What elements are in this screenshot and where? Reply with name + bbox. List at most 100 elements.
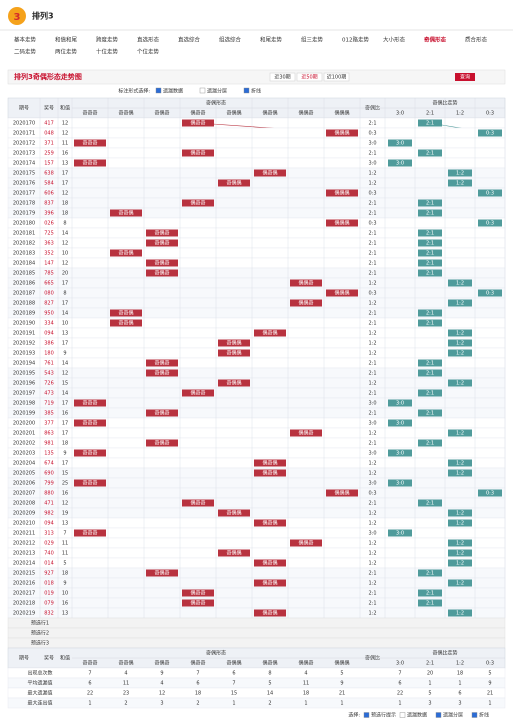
number-cell: 863 <box>44 431 54 437</box>
ratio-hit-label: 3:0 <box>396 161 404 167</box>
checkbox[interactable] <box>155 87 162 94</box>
form-hit <box>326 289 358 297</box>
ratio-hit <box>418 409 442 417</box>
issue-cell: 2020193 <box>13 351 35 357</box>
option-label[interactable]: 遗漏数据 <box>163 88 183 95</box>
period-button-label[interactable]: 近30期 <box>274 74 290 81</box>
ratio-cell: 2:1 <box>368 501 376 507</box>
sum-cell: 25 <box>62 481 68 487</box>
form-hit <box>290 279 322 287</box>
checkbox[interactable] <box>363 712 370 718</box>
nav-tab[interactable]: 和尾走势 <box>260 36 283 44</box>
number-cell: 950 <box>44 311 54 317</box>
checkbox[interactable] <box>199 87 206 94</box>
form-header: 奇偶奇 <box>154 660 169 667</box>
header-cell: 奇偶比走势 <box>432 650 457 657</box>
checkbox[interactable] <box>243 87 250 94</box>
nav-tab[interactable]: 组三走势 <box>301 36 324 44</box>
form-hit-label: 奇奇奇 <box>82 530 97 537</box>
period-button[interactable] <box>269 72 296 82</box>
ratio-cell: 3:0 <box>368 141 376 147</box>
number-cell: 785 <box>44 271 54 277</box>
form-hit-label: 奇偶偶 <box>226 340 241 347</box>
ratio-cell: 1:2 <box>368 521 376 527</box>
form-header: 偶偶偶 <box>334 660 349 667</box>
ratio-hit <box>448 169 472 177</box>
nav-tab[interactable]: 直选综合 <box>178 36 201 44</box>
period-button-label[interactable]: 近100期 <box>327 74 347 81</box>
nav-tab[interactable]: 012路走势 <box>342 36 369 44</box>
nav-tab[interactable]: 大小形态 <box>383 36 406 44</box>
ratio-hit <box>388 419 412 427</box>
nav-tab[interactable]: 跨度走势 <box>96 36 119 44</box>
sum-cell: 16 <box>62 151 68 157</box>
form-hit <box>218 509 250 517</box>
form-hit <box>74 479 106 487</box>
footer-option[interactable]: 遗漏分层 <box>443 712 463 719</box>
issue-cell: 2020200 <box>13 421 35 427</box>
ratio-hit-label: 1:2 <box>456 581 464 587</box>
ratio-hit-label: 2:1 <box>426 361 434 367</box>
ratio-cell: 3:0 <box>368 451 376 457</box>
number-cell: 799 <box>44 481 54 487</box>
nav-tab[interactable]: 二码走势 <box>14 48 37 56</box>
number-cell: 725 <box>44 231 54 237</box>
footer-option[interactable]: 遗漏数据 <box>407 712 427 719</box>
issue-cell: 2020202 <box>13 441 35 447</box>
form-hit-label: 奇偶奇 <box>154 370 169 377</box>
period-button[interactable] <box>323 72 350 82</box>
form-hit-label: 奇偶偶 <box>226 510 241 517</box>
nav-tab[interactable]: 奇偶形态 <box>424 36 447 44</box>
pred-row <box>7 627 506 639</box>
checkbox[interactable] <box>435 712 442 718</box>
ratio-hit-label: 1:2 <box>456 181 464 187</box>
nav-tab[interactable]: 质合形态 <box>465 36 488 44</box>
nav-tab[interactable]: 直选形态 <box>137 36 160 44</box>
checkbox[interactable] <box>471 712 478 718</box>
form-hit-label: 偶偶偶 <box>334 130 349 137</box>
issue-cell: 2020195 <box>13 371 35 377</box>
form-hit <box>254 519 286 527</box>
nav-tab[interactable]: 组选综合 <box>219 36 242 44</box>
query-button[interactable] <box>455 73 475 81</box>
issue-cell: 2020209 <box>13 511 35 517</box>
sum-cell: 20 <box>62 271 68 277</box>
number-cell: 259 <box>44 151 54 157</box>
period-button-label[interactable]: 近50期 <box>301 74 317 81</box>
ratio-hit-label: 1:2 <box>456 381 464 387</box>
ratio-cell: 2:1 <box>368 601 376 607</box>
nav-tab[interactable]: 基本走势 <box>14 36 37 44</box>
number-cell: 638 <box>44 171 54 177</box>
number-cell: 079 <box>44 601 54 607</box>
stats-label: 最大连出值 <box>27 700 52 707</box>
period-button[interactable] <box>296 72 323 82</box>
query-label[interactable]: 查询 <box>460 74 470 81</box>
pred-row <box>7 637 506 649</box>
ratio-header: 3:0 <box>396 111 404 117</box>
nav-tab[interactable]: 十位走势 <box>96 48 119 56</box>
ratio-hit <box>448 469 472 477</box>
ratio-hit-label: 1:2 <box>456 301 464 307</box>
header-cell: 和值 <box>60 655 70 662</box>
ratio-hit <box>418 389 442 397</box>
nav-tab[interactable]: 个位走势 <box>137 48 160 56</box>
number-cell: 157 <box>44 161 54 167</box>
sum-cell: 11 <box>62 541 68 547</box>
ratio-hit-label: 2:1 <box>426 591 434 597</box>
ratio-cell: 3:0 <box>368 161 376 167</box>
ratio-hit-label: 1:2 <box>456 281 464 287</box>
ratio-cell: 0:3 <box>368 131 376 137</box>
form-header: 奇奇偶 <box>118 660 133 667</box>
option-label[interactable]: 折线 <box>251 88 261 95</box>
ratio-cell: 1:2 <box>368 471 376 477</box>
number-cell: 018 <box>44 581 54 587</box>
nav-tab[interactable]: 两位走势 <box>55 48 78 56</box>
checkbox[interactable] <box>399 712 406 718</box>
sum-cell: 12 <box>62 241 68 247</box>
footer-option[interactable]: 预选行提示 <box>371 712 396 719</box>
footer-option[interactable]: 折线 <box>479 712 489 719</box>
form-hit <box>326 129 358 137</box>
nav-tab[interactable]: 和值和尾 <box>55 36 78 44</box>
option-label[interactable]: 遗漏分层 <box>207 88 227 95</box>
issue-cell: 2020180 <box>13 221 35 227</box>
